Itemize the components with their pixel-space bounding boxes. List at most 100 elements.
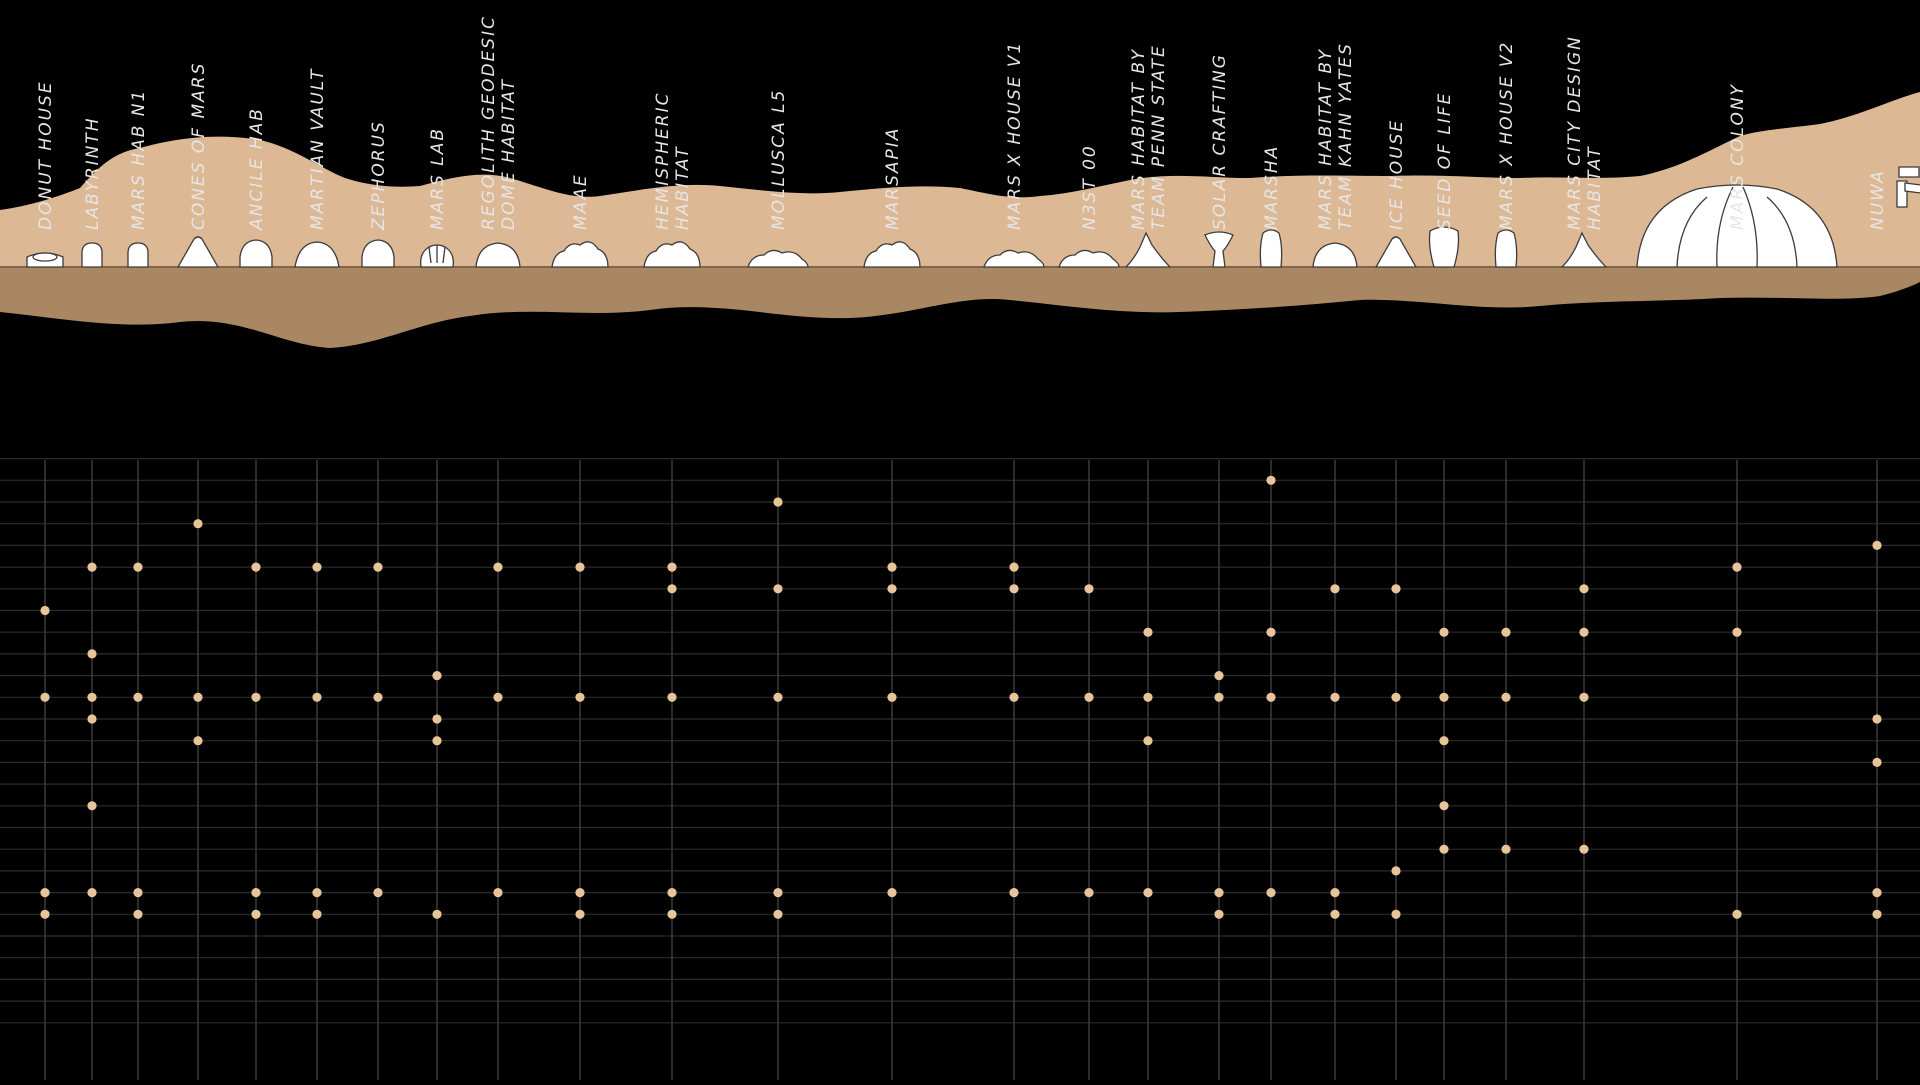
comparison-dot [432,671,442,681]
comparison-dot [1579,584,1589,594]
comparison-dot [1501,692,1511,702]
comparison-dot [773,909,783,919]
habitat-label: DONUT HOUSE [36,80,56,230]
comparison-dot [1391,584,1401,594]
comparison-dot [1143,692,1153,702]
habitat-shape-dome [1312,242,1358,268]
terrain-ground [0,266,1920,348]
comparison-dot [493,888,503,898]
comparison-dot [1009,692,1019,702]
habitat-label: NUWA [1868,169,1888,230]
comparison-dot [193,736,203,746]
habitat-label: SEED OF LIFE [1435,92,1455,230]
comparison-dot [575,562,585,572]
habitat-shape-cone [176,236,220,268]
comparison-dot [667,909,677,919]
comparison-dot [251,909,261,919]
comparison-dots [40,475,1882,919]
comparison-dot [773,497,783,507]
comparison-dot [1439,627,1449,637]
comparison-dot [193,692,203,702]
habitat-shape-blob [983,249,1045,268]
habitat-label: MARS HABITAT BY [1129,48,1149,230]
comparison-dot [1439,844,1449,854]
habitat-label: MARTIAN VAULT [308,67,328,230]
comparison-dot [87,562,97,572]
comparison-dot [1009,584,1019,594]
comparison-dot [1579,844,1589,854]
comparison-dot [432,909,442,919]
comparison-dot [887,888,897,898]
comparison-dot [667,562,677,572]
comparison-dot [1872,540,1882,551]
habitat-label: MARS HABITAT BY [1316,48,1336,230]
comparison-dot [251,562,261,572]
habitat-shape-tall [1259,229,1283,268]
comparison-dot [87,801,97,811]
comparison-dot [432,736,442,746]
comparison-dot [1266,475,1276,485]
comparison-dot [1391,692,1401,702]
habitat-label: SOLAR CRAFTING [1210,53,1230,230]
comparison-dot [1501,627,1511,637]
habitat-label: MARS X HOUSE V1 [1005,41,1025,230]
habitat-shape-capsule [81,242,103,268]
habitat-label: MARS LAB [428,127,448,230]
habitat-shape-spike [1124,231,1172,268]
habitat-label: MARS CITY DESIGN [1565,35,1585,230]
comparison-dot [251,888,261,898]
terrain-surface [0,92,1920,266]
habitat-shape-shell [420,244,454,268]
comparison-dot [1009,562,1019,572]
comparison-dot [773,692,783,702]
comparison-dot [1391,909,1401,919]
comparison-dot [1330,584,1340,594]
habitat-label: CONES OF MARS [189,62,209,230]
comparison-dot [1143,627,1153,637]
comparison-dot [1391,866,1401,876]
comparison-dot [40,605,50,616]
comparison-dot [1872,909,1882,919]
comparison-dot [1214,671,1224,681]
comparison-dot [1732,909,1742,919]
habitat-shape-cluster [863,241,921,268]
habitat-label: DOME HABITAT [499,78,519,230]
habitat-shape-cluster [551,241,609,268]
comparison-dot [1266,888,1276,898]
habitat-label: MARSHA [1262,145,1282,230]
comparison-dot [133,909,143,919]
comparison-dot [87,692,97,702]
comparison-dot [667,888,677,898]
comparison-dot [1579,692,1589,702]
comparison-dot [1009,888,1019,898]
comparison-dot [133,888,143,898]
comparison-dot [1439,801,1449,811]
comparison-dot [1330,888,1340,898]
comparison-dot [193,519,203,529]
comparison-dot [373,562,383,572]
habitat-label: HABITAT [673,145,693,230]
habitat-label: MOLLUSCA L5 [769,89,789,230]
habitat-shape-donut [26,252,64,268]
comparison-dot [312,562,322,572]
habitat-label: HABITAT [1585,145,1605,230]
habitat-label: TEAM KAHN YATES [1336,42,1356,230]
comparison-dot [1084,584,1094,594]
comparison-dot [1732,627,1742,637]
comparison-dot [133,692,143,702]
habitat-labels: DONUT HOUSE LABYRINTH MARS HAB N1 CONES OF … [36,15,1888,231]
comparison-dot [1143,888,1153,898]
comparison-dot [773,888,783,898]
comparison-dot [575,888,585,898]
comparison-dot [312,692,322,702]
comparison-dot [1266,627,1276,637]
comparison-dot [1501,844,1511,854]
comparison-dot [1214,692,1224,702]
habitat-shape-arch [239,239,273,268]
comparison-dot [87,888,97,898]
habitat-label: LABYRINTH [83,116,103,230]
habitat-shape-spike [1560,231,1608,268]
comparison-grid [0,458,1920,1080]
